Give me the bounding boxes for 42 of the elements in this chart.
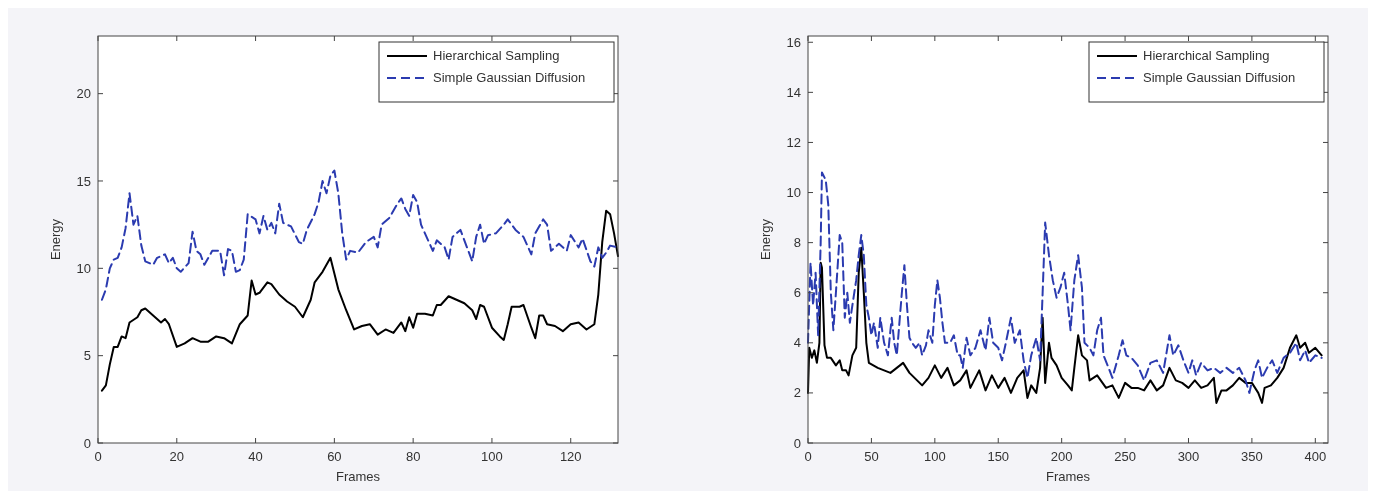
y-tick-label: 4 bbox=[793, 335, 801, 351]
y-axis-title: Energy bbox=[48, 218, 63, 261]
y-tick-label: 2 bbox=[793, 385, 801, 401]
line-series bbox=[807, 246, 1323, 404]
line-series bbox=[807, 171, 1323, 394]
y-tick-label: 5 bbox=[83, 348, 91, 364]
x-axis-title: Frames bbox=[335, 469, 381, 484]
y-tick-label: 14 bbox=[786, 84, 801, 100]
x-tick-label: 80 bbox=[405, 449, 421, 464]
y-tick-label: 0 bbox=[83, 435, 91, 451]
legend-label: Hierarchical Sampling bbox=[1143, 48, 1270, 63]
y-tick-label: 6 bbox=[793, 285, 801, 301]
y-axis-title: Energy bbox=[758, 218, 773, 261]
x-tick-label: 120 bbox=[559, 449, 582, 464]
x-tick-label: 40 bbox=[248, 449, 263, 464]
x-tick-label: 100 bbox=[481, 449, 503, 464]
x-tick-label: 50 bbox=[864, 449, 879, 464]
y-tick-label: 10 bbox=[76, 260, 91, 276]
y-tick-label: 20 bbox=[76, 86, 91, 102]
x-tick-label: 60 bbox=[327, 449, 342, 464]
x-tick-label: 0 bbox=[804, 449, 812, 464]
y-tick-label: 8 bbox=[793, 235, 801, 251]
x-axis-title: Frames bbox=[1045, 469, 1091, 484]
line-series bbox=[100, 169, 619, 301]
x-tick-label: 20 bbox=[169, 449, 185, 464]
y-tick-label: 16 bbox=[786, 34, 801, 50]
x-tick-label: 400 bbox=[1304, 449, 1327, 464]
y-tick-label: 15 bbox=[76, 173, 91, 189]
x-tick-label: 100 bbox=[923, 449, 946, 464]
x-tick-label: 300 bbox=[1177, 449, 1200, 464]
line-series bbox=[100, 209, 619, 392]
legend-label: Simple Gaussian Diffusion bbox=[1143, 70, 1296, 85]
y-tick-label: 12 bbox=[786, 135, 801, 150]
x-tick-label: 350 bbox=[1241, 449, 1263, 464]
y-tick-label: 10 bbox=[786, 185, 801, 201]
legend-label: Simple Gaussian Diffusion bbox=[433, 70, 586, 85]
y-tick-label: 0 bbox=[793, 435, 801, 451]
legend-label: Hierarchical Sampling bbox=[433, 48, 560, 63]
x-tick-label: 150 bbox=[987, 449, 1010, 464]
x-tick-label: 250 bbox=[1114, 449, 1136, 464]
x-tick-label: 200 bbox=[1050, 449, 1073, 464]
x-tick-label: 0 bbox=[94, 449, 102, 464]
